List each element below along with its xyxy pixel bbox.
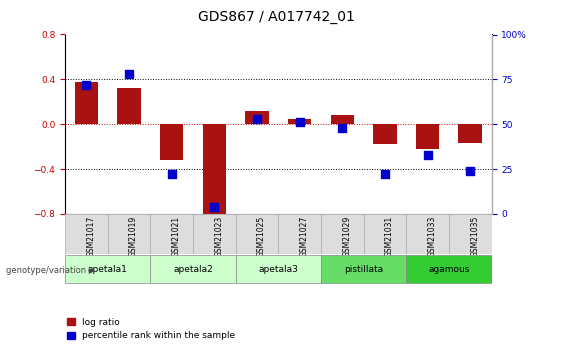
Text: GSM21033: GSM21033 xyxy=(428,216,437,257)
Point xyxy=(167,172,176,177)
Text: genotype/variation ▶: genotype/variation ▶ xyxy=(6,266,95,275)
Bar xyxy=(236,214,278,254)
Bar xyxy=(406,255,492,283)
Text: GSM21019: GSM21019 xyxy=(129,216,138,257)
Bar xyxy=(373,124,397,144)
Text: GSM21017: GSM21017 xyxy=(86,216,95,257)
Bar xyxy=(65,214,107,254)
Bar xyxy=(279,214,321,254)
Point xyxy=(423,152,432,157)
Bar xyxy=(150,255,236,283)
Text: apetala1: apetala1 xyxy=(88,265,128,274)
Point xyxy=(210,204,219,209)
Bar xyxy=(321,255,406,283)
Text: pistillata: pistillata xyxy=(344,265,383,274)
Text: GSM21023: GSM21023 xyxy=(214,216,223,257)
Text: GSM21021: GSM21021 xyxy=(172,216,181,257)
Text: GSM21027: GSM21027 xyxy=(299,216,308,257)
Point xyxy=(124,71,133,77)
Bar xyxy=(150,214,193,254)
Bar xyxy=(288,119,311,124)
Text: GDS867 / A017742_01: GDS867 / A017742_01 xyxy=(198,10,355,24)
Bar xyxy=(416,124,440,149)
Text: agamous: agamous xyxy=(428,265,470,274)
Bar xyxy=(458,124,482,143)
Text: apetala3: apetala3 xyxy=(258,265,298,274)
Bar xyxy=(107,214,150,254)
Text: GSM21035: GSM21035 xyxy=(470,216,479,257)
Bar xyxy=(202,124,226,216)
Bar xyxy=(75,81,98,124)
Bar xyxy=(364,214,406,254)
Bar xyxy=(193,214,236,254)
Text: apetala2: apetala2 xyxy=(173,265,213,274)
Text: GSM21029: GSM21029 xyxy=(342,216,351,257)
Bar xyxy=(236,255,321,283)
Bar xyxy=(449,214,492,254)
Bar xyxy=(245,111,269,124)
Text: GSM21025: GSM21025 xyxy=(257,216,266,257)
Bar xyxy=(65,255,150,283)
Point xyxy=(253,116,262,121)
Text: GSM21031: GSM21031 xyxy=(385,216,394,257)
Bar xyxy=(331,115,354,124)
Point xyxy=(338,125,347,130)
Bar xyxy=(321,214,364,254)
Bar xyxy=(160,124,184,160)
Point xyxy=(466,168,475,174)
Point xyxy=(82,82,91,88)
Point xyxy=(295,120,304,125)
Bar xyxy=(117,88,141,124)
Point xyxy=(380,172,389,177)
Bar xyxy=(406,214,449,254)
Legend: log ratio, percentile rank within the sample: log ratio, percentile rank within the sa… xyxy=(67,318,235,341)
